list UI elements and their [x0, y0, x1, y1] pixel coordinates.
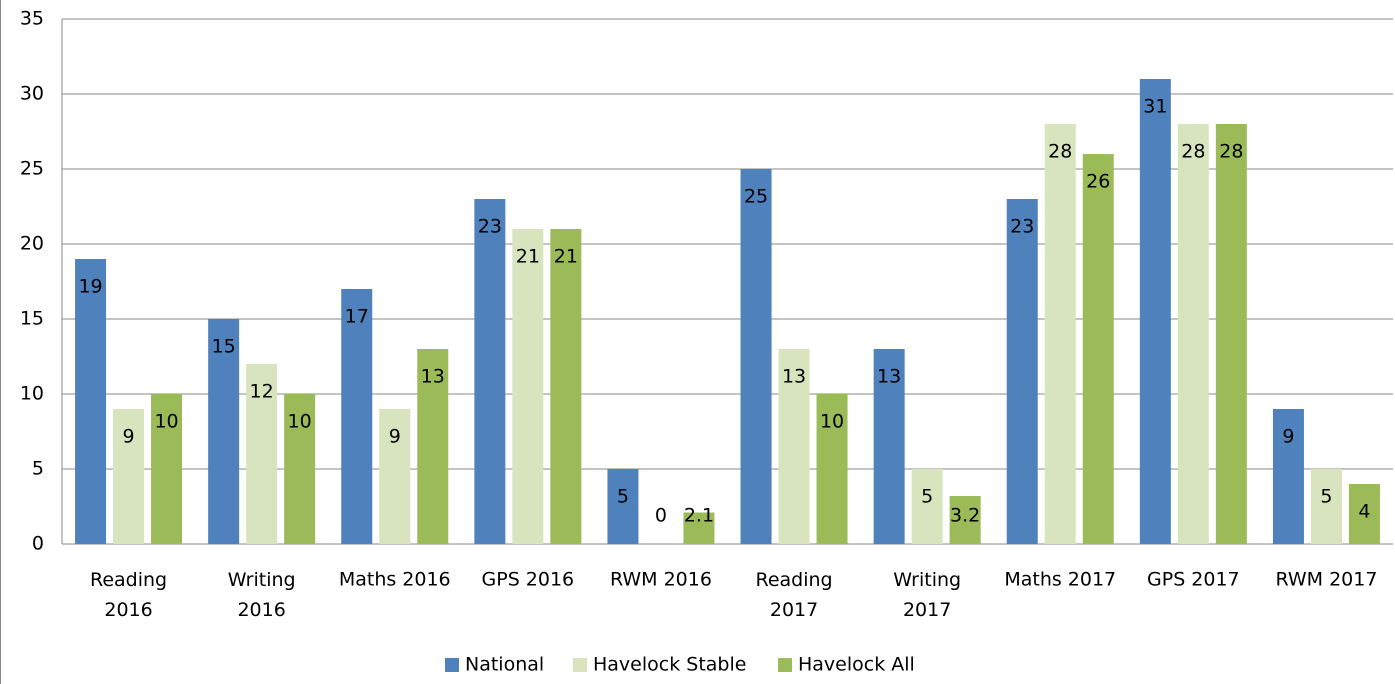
- data-label: 12: [250, 381, 274, 403]
- x-tick-label: Writing 2017: [893, 569, 961, 621]
- x-tick-label: Writing 2016: [228, 569, 296, 621]
- x-tick-label: GPS 2016: [482, 569, 575, 591]
- data-label: 28: [1219, 141, 1243, 163]
- bar: [208, 319, 240, 544]
- bar: [151, 394, 183, 544]
- y-tick-label: 0: [32, 533, 44, 555]
- bar: [113, 409, 145, 544]
- x-tick-label: GPS 2017: [1147, 569, 1240, 591]
- data-label: 10: [820, 411, 844, 433]
- bar: [1177, 124, 1209, 544]
- legend-swatch: [445, 658, 459, 672]
- data-label: 0: [655, 505, 667, 527]
- bar: [284, 394, 316, 544]
- legend-label: National: [465, 654, 544, 676]
- data-label: 31: [1143, 96, 1167, 118]
- data-label: 28: [1048, 141, 1072, 163]
- bar: [1348, 484, 1380, 544]
- bar: [740, 169, 772, 544]
- data-label: 4: [1358, 501, 1370, 523]
- data-label: 23: [1010, 216, 1034, 238]
- legend-swatch: [778, 658, 792, 672]
- x-tick-label: Maths 2017: [1004, 569, 1116, 591]
- bar: [550, 229, 582, 544]
- y-tick-label: 25: [20, 158, 44, 180]
- bar: [911, 469, 943, 544]
- bar: [1215, 124, 1247, 544]
- bar: [379, 409, 411, 544]
- bar: [474, 199, 506, 544]
- bar: [778, 349, 810, 544]
- data-label: 25: [744, 186, 768, 208]
- data-label: 3.2: [950, 505, 980, 527]
- data-label: 9: [389, 426, 401, 448]
- legend-swatch: [573, 658, 587, 672]
- data-label: 28: [1181, 141, 1205, 163]
- y-tick-label: 35: [20, 8, 44, 30]
- bar: [417, 349, 449, 544]
- bar: [1082, 154, 1114, 544]
- data-label: 5: [921, 486, 933, 508]
- y-tick-label: 20: [20, 233, 44, 255]
- x-tick-label: Maths 2016: [339, 569, 451, 591]
- data-label: 9: [123, 426, 135, 448]
- bar: [1272, 409, 1304, 544]
- x-tick-label: RWM 2016: [610, 569, 712, 591]
- data-label: 13: [782, 366, 806, 388]
- data-label: 10: [154, 411, 178, 433]
- bar: [683, 512, 715, 544]
- bar: [1310, 469, 1342, 544]
- bar: [75, 259, 107, 544]
- y-tick-label: 15: [20, 308, 44, 330]
- bar: [1006, 199, 1038, 544]
- y-tick-label: 10: [20, 383, 44, 405]
- legend-label: Havelock All: [798, 654, 915, 676]
- bar: [1044, 124, 1076, 544]
- data-label: 5: [1320, 486, 1332, 508]
- x-tick-label: Reading 2016: [90, 569, 167, 621]
- y-tick-label: 30: [20, 83, 44, 105]
- x-tick-label: RWM 2017: [1275, 569, 1377, 591]
- bar: [246, 364, 278, 544]
- data-label: 21: [516, 246, 540, 268]
- data-label: 26: [1086, 171, 1110, 193]
- y-tick-label: 5: [32, 458, 44, 480]
- data-label: 13: [421, 366, 445, 388]
- data-label: 23: [478, 216, 502, 238]
- bar: [607, 469, 639, 544]
- data-label: 21: [554, 246, 578, 268]
- x-tick-label: Reading 2017: [755, 569, 832, 621]
- data-label: 13: [877, 366, 901, 388]
- data-label: 2.1: [684, 505, 714, 527]
- legend-label: Havelock Stable: [593, 654, 746, 676]
- bar: [873, 349, 905, 544]
- data-label: 17: [345, 306, 369, 328]
- data-label: 10: [288, 411, 312, 433]
- bar: [512, 229, 544, 544]
- bar: [949, 496, 981, 544]
- bar: [816, 394, 848, 544]
- data-label: 5: [617, 486, 629, 508]
- data-label: 19: [78, 276, 102, 298]
- bar: [341, 289, 373, 544]
- data-label: 9: [1282, 426, 1294, 448]
- data-label: 15: [212, 336, 236, 358]
- bar: [1139, 79, 1171, 544]
